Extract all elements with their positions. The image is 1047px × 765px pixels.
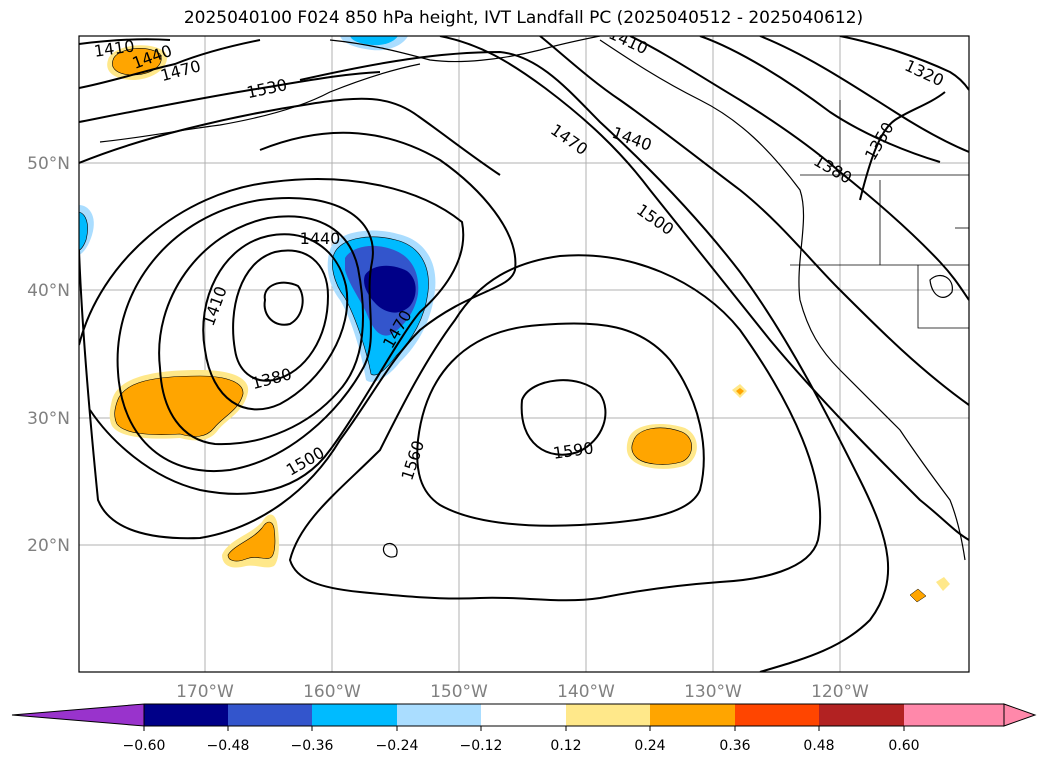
positive-anomaly-mid: [736, 388, 744, 395]
map-panel: 1410 1440 1470 1530 1470 1440 1500 1380 …: [79, 36, 969, 672]
colorbar: −0.60 −0.48 −0.36 −0.24 −0.12 0.12 0.24 …: [11, 703, 1037, 754]
colorbar-tick-label: 0.60: [888, 738, 919, 754]
contour-label: 1440: [300, 229, 341, 248]
positive-anomaly-mid: [227, 521, 276, 562]
lon-label: 170°W: [176, 682, 234, 702]
positive-anomaly-mid: [114, 375, 244, 437]
colorbar-extend-min: [11, 703, 145, 727]
contour-1380: [232, 249, 330, 382]
colorbar-bin: [735, 704, 819, 726]
colorbar-bin: [481, 704, 566, 726]
colorbar-bin: [312, 704, 397, 726]
contour-1350-east: [759, 36, 969, 153]
lon-label: 150°W: [430, 682, 488, 702]
colorbar-bin: [228, 704, 312, 726]
colorbar-bin: [819, 704, 904, 726]
lat-label: 40°N: [27, 281, 70, 301]
contour-1500-high: [288, 254, 822, 602]
contour-1320: [839, 36, 969, 91]
colorbar-bin: [397, 704, 481, 726]
lat-label: 50°N: [27, 154, 70, 174]
colorbar-tick-label: 0.36: [719, 738, 750, 754]
negative-anomaly-mid: [79, 211, 88, 251]
contour-1530-east: [299, 50, 890, 672]
height-contours: [79, 36, 969, 672]
north-america-coast: [599, 39, 966, 561]
colorbar-bin: [566, 704, 650, 726]
colorbar-tick-label: 0.12: [550, 738, 581, 754]
contour-1470: [79, 39, 261, 89]
map-frame: [78, 35, 970, 673]
colorbar-tick-label: −0.36: [291, 738, 334, 754]
contour-1410: [79, 38, 171, 45]
colorbar-tick-label: 0.24: [634, 738, 665, 754]
lon-label: 160°W: [303, 682, 361, 702]
negative-anomaly-extreme: [364, 265, 416, 313]
colorbar-tick-label: −0.12: [460, 738, 503, 754]
contour-1440-east: [539, 36, 969, 406]
contour-1470-east: [439, 36, 969, 541]
hawaii-island: [382, 542, 398, 558]
contour-1530-low: [79, 131, 517, 540]
contour-1560: [416, 322, 705, 527]
contour-1530: [79, 71, 381, 123]
colorbar-extend-max: [1003, 703, 1037, 727]
borders: [790, 100, 969, 329]
coastlines: [99, 36, 966, 561]
positive-anomaly-low: [936, 577, 950, 591]
contour-1410-east: [629, 36, 969, 301]
lat-label: 30°N: [27, 409, 70, 429]
ivt-shading: [79, 36, 950, 603]
lon-label: 140°W: [557, 682, 615, 702]
contour-1500-low: [79, 178, 465, 495]
aleutian-coast: [99, 63, 421, 143]
colorbar-bin: [904, 704, 1004, 726]
contour-1530-b: [79, 97, 501, 176]
lon-label: 130°W: [684, 682, 742, 702]
colorbar-tick-label: −0.60: [123, 738, 166, 754]
latitude-labels: 50°N 40°N 30°N 20°N: [27, 154, 70, 556]
colorbar-tick-label: −0.24: [376, 738, 419, 754]
colorbar-ticks: [143, 726, 905, 731]
contour-1590: [520, 379, 607, 456]
contour-low-center: [263, 281, 304, 326]
gridlines: [79, 36, 969, 672]
lon-label: 120°W: [811, 682, 869, 702]
lat-label: 20°N: [27, 536, 70, 556]
alaska-coast: [329, 36, 601, 63]
colorbar-bin: [650, 704, 735, 726]
colorbar-tick-label: 0.48: [803, 738, 834, 754]
map-title: 2025040100 F024 850 hPa height, IVT Land…: [183, 8, 864, 28]
colorbar-tick-label: −0.48: [207, 738, 250, 754]
state-border: [917, 265, 969, 329]
longitude-labels: 170°W 160°W 150°W 140°W 130°W 120°W: [176, 682, 869, 702]
lake: [929, 275, 953, 298]
positive-anomaly-mid: [909, 588, 927, 603]
contour-1440-low: [158, 215, 365, 446]
contour-1350-inner: [859, 91, 946, 201]
positive-anomaly-mid: [631, 427, 692, 465]
contour-1410-low: [202, 233, 349, 411]
contour-1470-low: [116, 196, 374, 473]
contour-1380-east: [699, 36, 941, 163]
negative-anomaly-mid: [350, 36, 398, 46]
colorbar-bin: [144, 704, 228, 726]
